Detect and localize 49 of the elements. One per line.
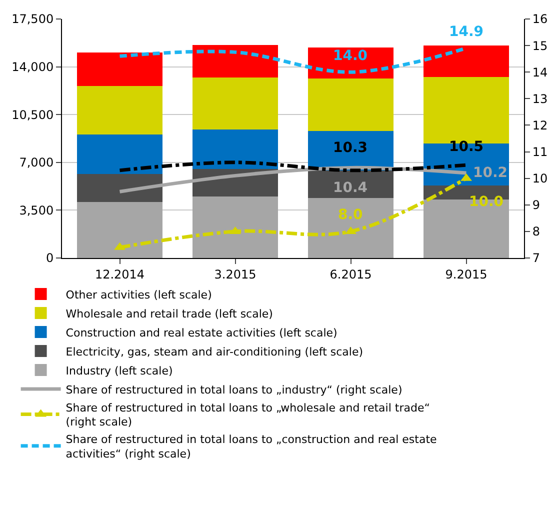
bar [308, 170, 394, 198]
y2-tick-label: 13 [532, 92, 548, 106]
x-tick-label: 6.2015 [330, 267, 372, 282]
y-tick-label: 7,000 [19, 156, 54, 170]
data-label: 10.2 [473, 165, 508, 181]
y2-tick-label: 12 [532, 118, 548, 132]
legend-label: Share of restructured in total loans to „wholesale and retail trade“ (right scale) [66, 401, 430, 429]
data-label: 10.3 [333, 140, 368, 156]
data-label: 10.5 [449, 139, 484, 155]
legend-label: Electricity, gas, steam and air-conditioning (left scale) [66, 345, 364, 358]
bar [77, 86, 162, 134]
bar [192, 78, 278, 130]
bar [308, 78, 394, 131]
x-tick-label: 3.2015 [214, 267, 256, 282]
legend-label: Industry (left scale) [66, 364, 173, 378]
x-tick-label: 12.2014 [94, 267, 145, 282]
y2-tick-label: 9 [532, 198, 540, 212]
y-tick-label: 17,500 [12, 12, 54, 26]
legend-label: Share of restructured in total loans to „construction and real estate activities“ (right scale) [66, 433, 438, 460]
legend-label: Share of restructured in total loans to „industry“ (right scale) [66, 383, 402, 396]
y-tick-label: 0 [46, 251, 54, 266]
y2-tick-label: 15 [532, 38, 548, 53]
y2-tick-label: 14 [532, 65, 548, 80]
y-tick-label: 3,500 [19, 203, 54, 218]
x-tick-label: 9.2015 [445, 267, 488, 282]
y2-tick-label: 16 [532, 12, 548, 26]
data-label: 8.0 [338, 207, 364, 223]
bar [77, 174, 162, 202]
bar [77, 52, 162, 86]
y2-tick-label: 7 [532, 251, 540, 266]
y-tick-label: 10,500 [12, 108, 54, 122]
data-label: 14.0 [333, 48, 368, 64]
bar [308, 198, 394, 258]
bar [192, 44, 278, 78]
legend-label: Construction and real estate activities (left scale) [66, 326, 338, 340]
y2-tick-label: 10 [532, 172, 548, 186]
bar [77, 202, 162, 258]
bar [424, 46, 509, 78]
bar [192, 196, 278, 258]
y2-tick-label: 8 [532, 224, 540, 239]
legend-label: Wholesale and retail trade (left scale) [66, 307, 273, 320]
data-label: 10.0 [469, 194, 504, 210]
data-label: 14.9 [449, 24, 484, 40]
legend-label: Other activities (left scale) [66, 288, 212, 302]
data-label: 10.4 [333, 180, 368, 196]
bar [77, 134, 162, 174]
y-tick-label: 14,000 [12, 60, 54, 74]
y2-tick-label: 11 [532, 144, 548, 159]
bar [192, 130, 278, 170]
